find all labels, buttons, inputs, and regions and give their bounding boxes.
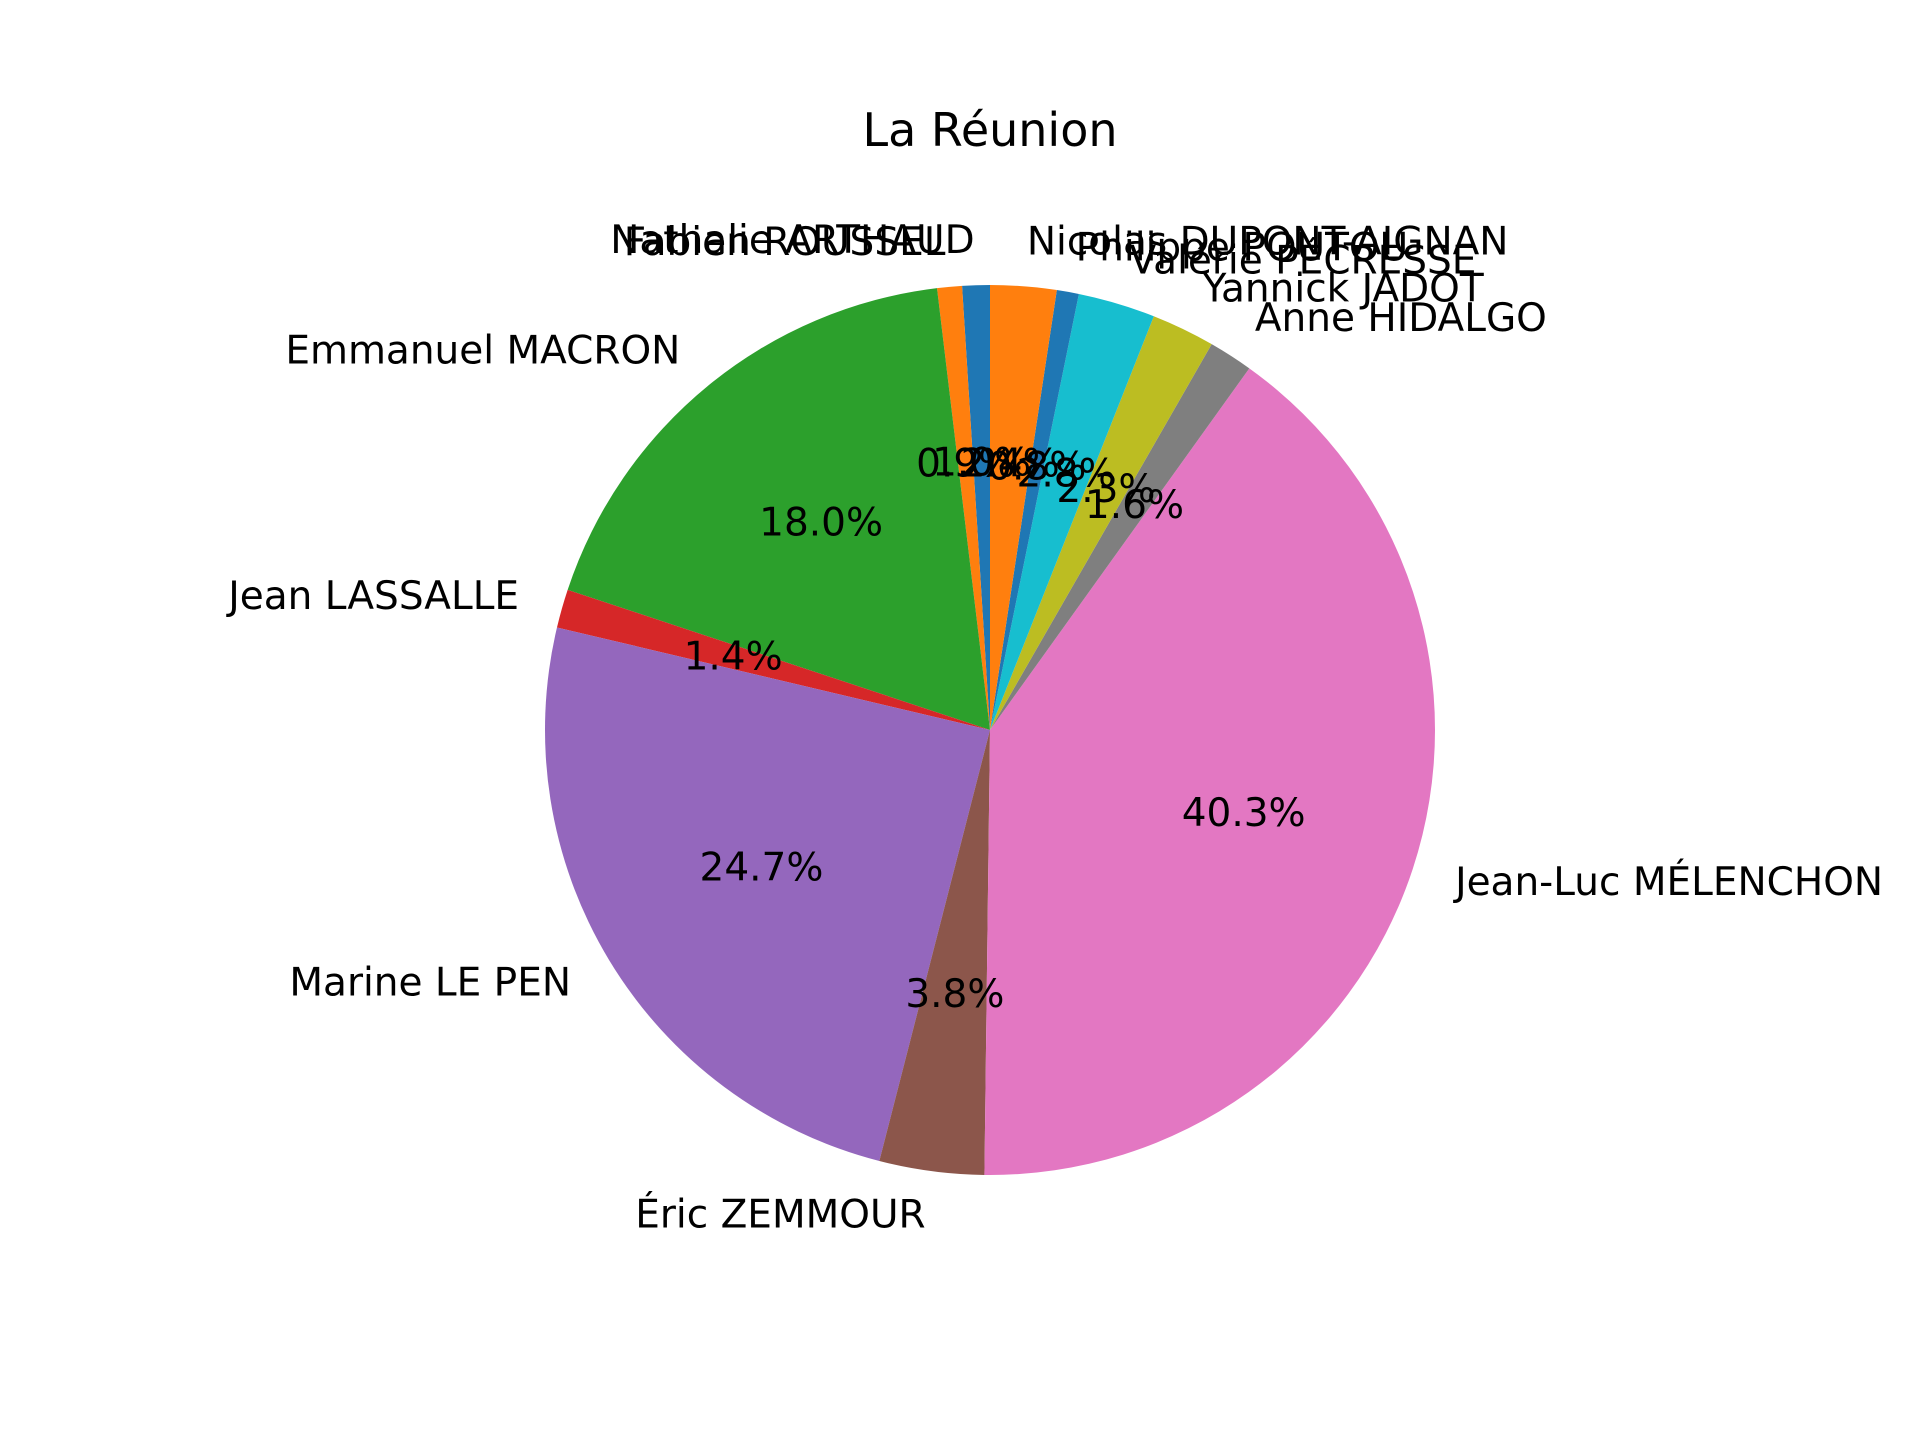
pie-slice-philippe-poutou [990, 290, 1079, 730]
slice-label-philippe-poutou: Philippe POUTOU [1076, 226, 1408, 271]
pie-slice-eric-zemmour [879, 730, 990, 1175]
pie-slice-emmanuel-macron [567, 288, 990, 730]
percent-label-eric-zemmour: 3.8% [905, 972, 1004, 1017]
slice-label-emmanuel-macron: Emmanuel MACRON [285, 328, 680, 373]
percent-label-fabien-roussel: 0.9% [916, 442, 1015, 487]
slice-label-valerie-pecresse: Valérie PÉCRESSE [1130, 236, 1477, 283]
pie-slice-nicolas-dupont-aignan [990, 285, 1057, 730]
pie-slice-fabien-roussel [937, 285, 990, 730]
percent-label-jean-lassalle: 1.4% [684, 635, 783, 680]
slice-label-marine-le-pen: Marine LE PEN [289, 961, 571, 1006]
percent-label-valerie-pecresse: 2.8% [1017, 452, 1116, 497]
percent-label-jean-luc-melenchon: 40.3% [1182, 791, 1306, 836]
pie-slice-jean-lassalle [556, 589, 990, 730]
slice-label-eric-zemmour: Éric ZEMMOUR [635, 1191, 925, 1238]
percent-label-nicolas-dupont-aignan: 2.4% [961, 441, 1060, 486]
slice-label-anne-hidalgo: Anne HIDALGO [1255, 296, 1547, 341]
percent-label-anne-hidalgo: 1.6% [1085, 483, 1184, 528]
percent-label-yannick-jadot: 2.3% [1056, 467, 1155, 512]
slice-label-yannick-jadot: Yannick JADOT [1202, 267, 1484, 312]
pie-slice-anne-hidalgo [990, 344, 1250, 730]
pie-slice-yannick-jadot [990, 316, 1212, 730]
slice-label-nicolas-dupont-aignan: Nicolas DUPONT-AIGNAN [1027, 219, 1509, 264]
pie-slice-jean-luc-melenchon [984, 368, 1435, 1176]
percent-label-nathalie-arthaud: 1.0% [932, 441, 1031, 486]
pie-slice-marine-le-pen [545, 627, 990, 1162]
percent-label-philippe-poutou: 0.8% [987, 445, 1086, 490]
slice-label-nathalie-arthaud: Nathalie ARTHAUD [610, 218, 974, 263]
slice-label-fabien-roussel: Fabien ROUSSEL [624, 220, 946, 265]
percent-label-marine-le-pen: 24.7% [700, 846, 824, 891]
pie-slices [545, 285, 1435, 1176]
slice-label-jean-lassalle: Jean LASSALLE [225, 574, 519, 619]
chart-title: La Réunion [862, 103, 1117, 157]
pie-slice-valerie-pecresse [990, 293, 1154, 730]
pie-slice-nathalie-arthaud [962, 285, 990, 730]
percent-labels: 1.0%0.9% 18.0% 1.4% 24.7% 3.8% 40.3% 1.6%2.3%2… [684, 441, 1306, 1018]
percent-label-emmanuel-macron: 18.0% [759, 501, 883, 546]
slice-label-jean-luc-melenchon: Jean-Luc MÉLENCHON [1452, 858, 1883, 905]
